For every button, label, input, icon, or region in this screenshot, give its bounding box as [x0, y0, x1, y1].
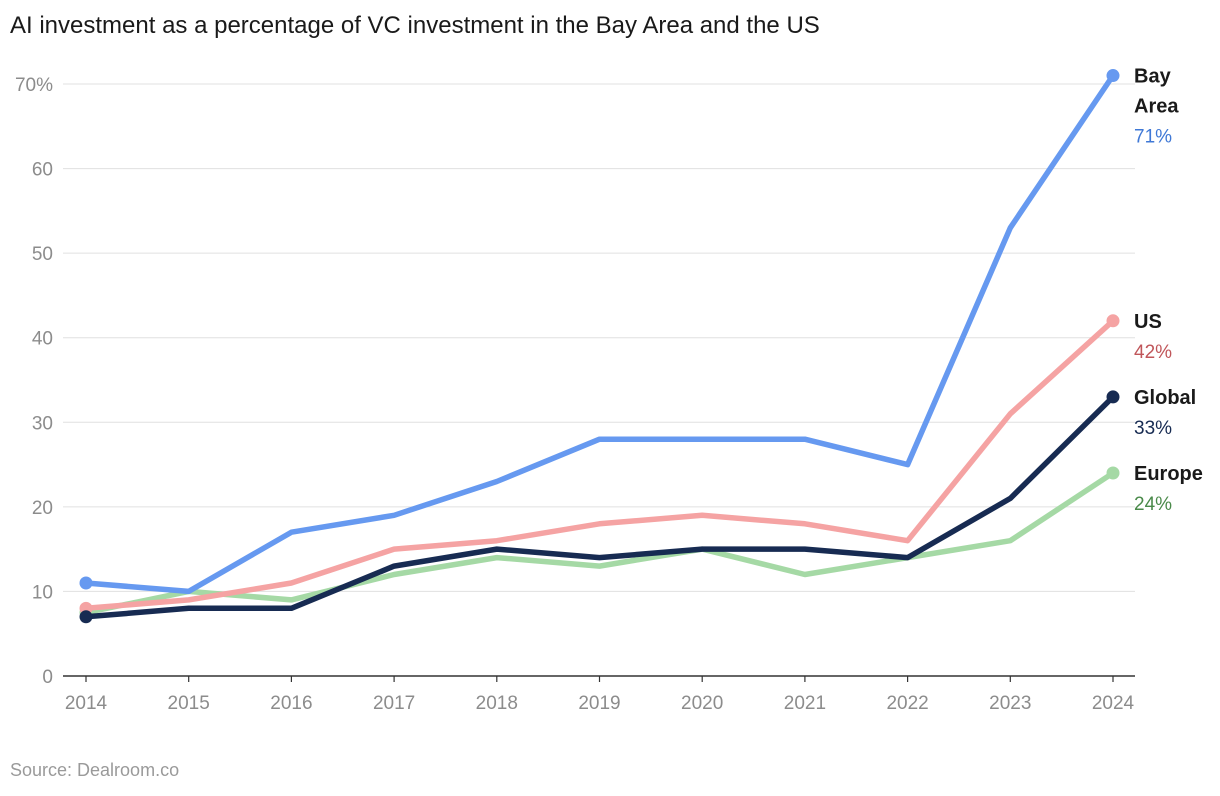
series-line-us — [83, 318, 1116, 612]
x-tick-label: 2021 — [784, 693, 826, 714]
series-labels: Europe 24% US 42% Global 33% Bay Area 71% — [1134, 66, 1203, 515]
y-tick-label: 40 — [32, 329, 53, 350]
y-tick-label: 60 — [32, 160, 53, 181]
series-start-point — [79, 576, 93, 590]
gridlines — [63, 83, 1135, 677]
y-tick-label: 50 — [32, 244, 53, 265]
series-name-label: US — [1134, 311, 1162, 333]
x-tick-label: 2019 — [578, 693, 620, 714]
series-end-point — [1106, 69, 1120, 83]
series-end-point — [1106, 314, 1120, 328]
series-line-global — [83, 394, 1116, 620]
series-end-point — [1106, 390, 1120, 404]
x-tick-label: 2018 — [476, 693, 518, 714]
x-tick-label: 2014 — [65, 693, 108, 714]
x-tick-label: 2022 — [886, 693, 928, 714]
x-tick-label: 2015 — [168, 693, 210, 714]
series-end-point — [1106, 466, 1120, 480]
series-name-label: Europe — [1134, 463, 1203, 485]
x-tick-label: 2023 — [989, 693, 1031, 714]
y-axis: 0 10 20 30 40 50 60 70% — [15, 75, 53, 688]
series-lines — [79, 69, 1120, 624]
series-line-europe — [83, 470, 1116, 616]
series-value-label: 71% — [1134, 127, 1172, 148]
series-value-label: 33% — [1134, 418, 1172, 439]
y-tick-label: 30 — [32, 413, 53, 434]
x-tick-label: 2016 — [270, 693, 312, 714]
series-name-label: Bay — [1134, 66, 1172, 88]
y-tick-label: 20 — [32, 498, 53, 519]
y-tick-label: 0 — [42, 667, 53, 688]
series-value-label: 42% — [1134, 342, 1172, 363]
series-line-bay-area — [83, 72, 1116, 595]
y-tick-label: 10 — [32, 582, 53, 603]
chart-title: AI investment as a percentage of VC inve… — [10, 12, 820, 39]
series-start-point — [79, 610, 93, 624]
x-tick-label: 2024 — [1092, 693, 1135, 714]
x-axis: 2014 2015 2016 2017 2018 2019 2020 2021 2022 2023… — [65, 676, 1135, 714]
series-value-label: 24% — [1134, 494, 1172, 515]
series-name-label: Area — [1134, 96, 1179, 118]
y-tick-label: 70% — [15, 75, 53, 96]
x-tick-label: 2017 — [373, 693, 415, 714]
source-note: Source: Dealroom.co — [10, 760, 180, 780]
series-name-label: Global — [1134, 387, 1196, 409]
x-tick-label: 2020 — [681, 693, 723, 714]
